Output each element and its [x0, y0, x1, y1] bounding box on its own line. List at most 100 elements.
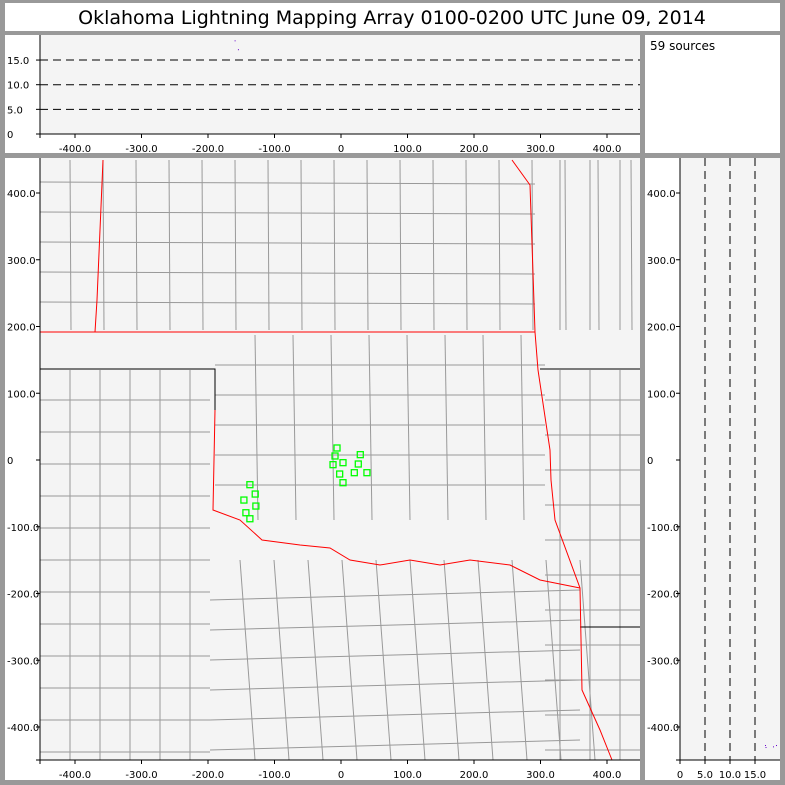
- county-border: [39, 211, 536, 215]
- county-border: [409, 559, 426, 761]
- x-tick-label: -400.0: [59, 144, 91, 155]
- state-border-red: [511, 159, 613, 761]
- y-tick-label: 5.0: [7, 105, 23, 116]
- x-tick-label: -100.0: [258, 770, 290, 781]
- county-border: [482, 334, 487, 521]
- lightning-source-marker: [252, 502, 260, 510]
- title-bar: [5, 3, 780, 31]
- county-border: [545, 559, 562, 761]
- lightning-source-marker: [339, 479, 347, 487]
- lightning-source-marker: [240, 496, 248, 504]
- x-tick-label: 0: [677, 770, 683, 781]
- county-border: [498, 159, 501, 331]
- x-tick-label: 5.0: [697, 770, 713, 781]
- x-tick-label: -100.0: [258, 144, 290, 155]
- y-tick-label: 0: [7, 456, 13, 467]
- sources-panel: [645, 35, 780, 153]
- county-border: [135, 159, 138, 331]
- lightning-source-marker: [336, 470, 344, 478]
- county-border: [333, 159, 336, 331]
- lightning-source-marker: [339, 459, 347, 467]
- altitude-point: [776, 745, 777, 747]
- altitude-point: [237, 49, 239, 51]
- county-border: [102, 159, 105, 331]
- x-tick-label: 400.0: [593, 144, 622, 155]
- y-tick-label: 100.0: [647, 389, 676, 400]
- county-border: [254, 334, 259, 521]
- x-tick-label: 400.0: [593, 770, 622, 781]
- lightning-source-marker: [251, 490, 259, 498]
- lightning-source-marker: [246, 515, 254, 523]
- x-tick-label: 300.0: [526, 144, 555, 155]
- county-border: [292, 334, 297, 521]
- county-border: [564, 159, 567, 331]
- x-tick-label: 200.0: [460, 144, 489, 155]
- lightning-source-marker: [242, 509, 250, 517]
- y-tick-label: -300.0: [7, 656, 39, 667]
- x-tick-label: -400.0: [59, 770, 91, 781]
- figure-title: Oklahoma Lightning Mapping Array 0100-02…: [78, 7, 706, 29]
- x-tick-label: 100.0: [393, 770, 422, 781]
- x-tick-label: -300.0: [125, 144, 157, 155]
- x-tick-label: 10.0: [719, 770, 741, 781]
- y-tick-label: 100.0: [7, 389, 36, 400]
- county-border: [273, 559, 290, 761]
- county-border: [366, 159, 369, 331]
- county-border: [234, 159, 237, 331]
- y-tick-label: 10.0: [7, 81, 29, 92]
- state-border-red: [94, 159, 104, 333]
- county-border: [520, 334, 525, 521]
- county-border: [39, 241, 536, 245]
- lightning-source-marker: [356, 451, 364, 459]
- y-tick-label: 200.0: [647, 323, 676, 334]
- y-tick-label: -400.0: [647, 723, 679, 734]
- y-tick-label: 0: [647, 456, 653, 467]
- y-tick-label: 0: [7, 130, 13, 141]
- county-border: [168, 159, 171, 331]
- x-tick-label: 0: [338, 144, 344, 155]
- lightning-source-marker: [333, 444, 341, 452]
- x-tick-label: 300.0: [526, 770, 555, 781]
- x-tick-label: 200.0: [460, 770, 489, 781]
- source-count: 59 sources: [650, 39, 715, 53]
- x-tick-label: 100.0: [393, 144, 422, 155]
- county-border: [465, 159, 468, 331]
- y-tick-label: 400.0: [7, 189, 36, 200]
- lightning-source-marker: [363, 469, 371, 477]
- county-border: [406, 334, 411, 521]
- county-border: [300, 159, 303, 331]
- county-border: [201, 159, 204, 331]
- y-tick-label: -100.0: [647, 523, 679, 534]
- y-tick-label: -200.0: [7, 590, 39, 601]
- x-tick-label: -300.0: [125, 770, 157, 781]
- county-border: [399, 159, 402, 331]
- county-border: [209, 679, 581, 691]
- lightning-source-marker: [354, 460, 362, 468]
- county-border: [239, 559, 256, 761]
- county-border: [209, 649, 581, 661]
- altitude-point: [773, 746, 774, 748]
- y-tick-label: 15.0: [7, 56, 29, 67]
- plan-plot: 400.0 300.0 200.0 100.0 0 -100.0 -200.0 -300.0 -…: [7, 158, 640, 781]
- county-border: [209, 709, 581, 721]
- state-border-red: [212, 409, 581, 589]
- county-border: [39, 301, 536, 305]
- y-tick-label: 200.0: [7, 323, 36, 334]
- county-border: [597, 159, 600, 331]
- county-border: [432, 159, 435, 331]
- y-tick-label: -100.0: [7, 523, 39, 534]
- county-border: [375, 559, 392, 761]
- plan-plot-area: [40, 158, 640, 760]
- altitude-point: [234, 40, 236, 42]
- county-border: [209, 739, 581, 751]
- county-border: [368, 334, 373, 521]
- altitude-point: [765, 745, 766, 747]
- county-border: [39, 181, 536, 185]
- x-tick-label: 15.0: [744, 770, 766, 781]
- county-border: [267, 159, 270, 331]
- state-border: [40, 368, 216, 410]
- x-tick-label: -200.0: [192, 144, 224, 155]
- county-border: [330, 334, 335, 521]
- county-border: [630, 159, 633, 331]
